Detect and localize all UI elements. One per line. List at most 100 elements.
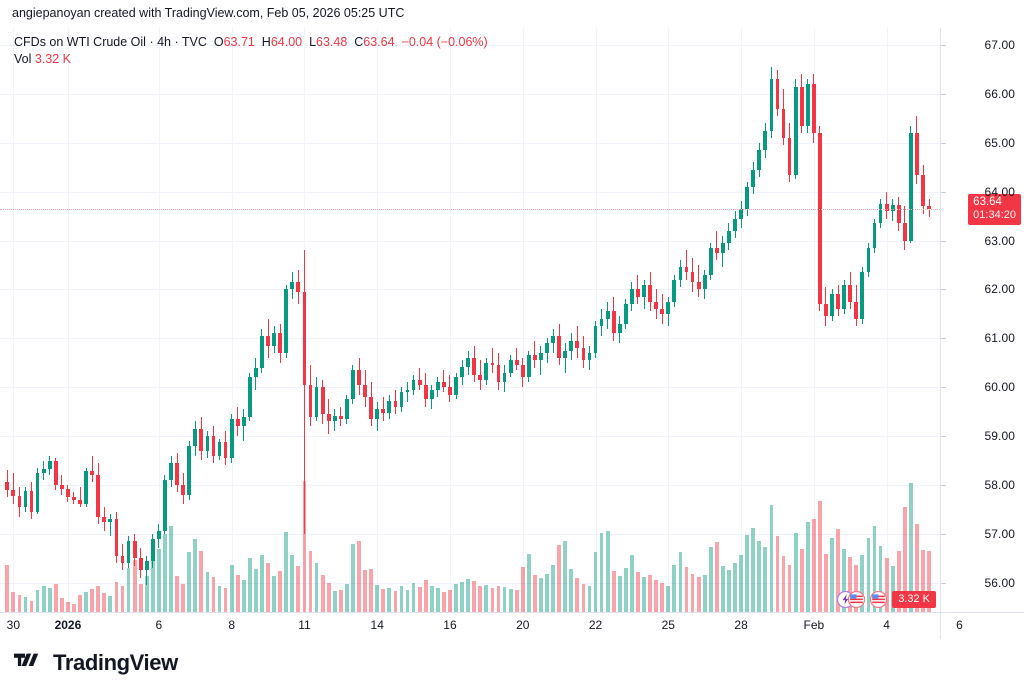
price-axis-tick — [941, 45, 946, 47]
candle-body — [909, 133, 913, 241]
volume-bar — [836, 528, 840, 612]
volume-bar — [909, 483, 913, 612]
legend-symbol[interactable]: CFDs on WTI Crude Oil — [14, 35, 146, 49]
volume-bar — [902, 507, 907, 612]
candle-body — [448, 387, 452, 395]
volume-bar — [466, 579, 471, 612]
candle-body — [23, 490, 28, 507]
candle-body — [921, 174, 925, 207]
volume-bar — [260, 554, 264, 612]
candle-body — [842, 284, 847, 309]
volume-bar — [102, 592, 107, 612]
volume-bar — [120, 586, 125, 612]
candle-wick — [540, 345, 542, 375]
candle-body — [684, 267, 689, 273]
candle-body — [860, 272, 865, 319]
candle-body — [41, 469, 46, 473]
price-axis-label: 64.00 — [984, 184, 1015, 199]
chart-badges[interactable]: 3.32 K — [837, 590, 936, 609]
time-axis-label: 6 — [155, 618, 163, 632]
volume-bar — [351, 543, 355, 612]
price-axis-tick — [941, 533, 946, 535]
candle-wick — [303, 250, 305, 534]
volume-bar — [393, 591, 398, 612]
candle-body — [460, 366, 464, 378]
volume-bar — [721, 566, 725, 612]
candle-body — [35, 472, 40, 512]
candle-body — [217, 441, 222, 456]
time-axis[interactable]: 30 2026 6 8 11 14 16 20 22 25 28 Feb 4 6 — [0, 612, 1024, 639]
candle-body — [769, 79, 774, 131]
volume-bar — [745, 535, 750, 612]
volume-bar — [636, 571, 640, 612]
legend-high-value: 64.00 — [270, 35, 303, 49]
gridline-vertical — [813, 28, 815, 612]
volume-bar — [769, 505, 774, 612]
candle-body — [496, 365, 501, 383]
candle-body — [199, 428, 204, 451]
volume-bar — [727, 570, 731, 612]
volume-bar — [890, 566, 895, 612]
candle-body — [53, 461, 58, 485]
candle-body — [569, 340, 574, 351]
price-axis-tick — [941, 191, 946, 193]
volume-bar — [545, 573, 549, 612]
volume-bar — [11, 591, 16, 612]
us-flag-icon-2[interactable] — [870, 590, 888, 609]
volume-bar — [5, 564, 10, 612]
volume-bar — [405, 590, 410, 612]
candle-body — [587, 352, 592, 361]
volume-bar — [708, 547, 713, 612]
candle-body — [211, 436, 216, 456]
volume-bar — [423, 580, 428, 612]
volume-bar — [824, 553, 828, 612]
candle-body — [478, 374, 483, 380]
legend-interval[interactable]: 4h — [157, 35, 171, 49]
candle-body — [78, 499, 82, 504]
volume-bar — [90, 589, 95, 612]
candle-body — [399, 392, 404, 407]
legend-sep-1: · — [145, 35, 158, 49]
candle-body — [90, 471, 95, 476]
time-axis-label: 20 — [516, 618, 530, 632]
legend-change: −0.04 (−0.06%) — [401, 35, 488, 49]
volume-bar — [830, 538, 834, 612]
volume-bar — [308, 550, 313, 612]
candle-body — [114, 519, 119, 556]
volume-bar — [35, 590, 40, 612]
candle-body — [672, 279, 677, 302]
volume-bar — [490, 588, 495, 612]
us-flag-icon-1[interactable] — [848, 590, 866, 609]
chart-plot-area[interactable]: CFDs on WTI Crude Oil · 4h · TVC O63.71 … — [0, 28, 940, 612]
time-axis-label: 8 — [228, 618, 235, 632]
lightning-flag-icon-pair[interactable] — [837, 590, 866, 609]
volume-bar — [435, 588, 440, 612]
volume-bar — [217, 586, 222, 612]
volume-bar — [520, 567, 525, 612]
gridline-vertical — [522, 28, 524, 612]
volume-bar — [763, 547, 768, 612]
candle-wick — [564, 343, 566, 373]
gridline-horizontal — [0, 387, 940, 389]
time-axis-label: 22 — [588, 618, 603, 632]
candle-wick — [491, 348, 493, 373]
volume-bar — [526, 553, 531, 612]
chart-legend[interactable]: CFDs on WTI Crude Oil · 4h · TVC O63.71 … — [14, 34, 488, 68]
candle-body — [320, 387, 325, 415]
volume-bar — [630, 555, 634, 612]
legend-low-key: L — [309, 35, 317, 49]
candle-wick — [109, 514, 111, 537]
gridline-horizontal — [0, 289, 940, 291]
price-axis[interactable]: 63.64 01:34:20 67.00 66.00 65.00 64.00 63.00… — [940, 28, 1024, 612]
volume-bar — [672, 564, 677, 612]
volume-bar — [411, 582, 416, 612]
candle-body — [520, 365, 525, 378]
price-axis-label: 57.00 — [984, 526, 1015, 541]
volume-bar — [775, 536, 780, 612]
price-axis-tick — [941, 338, 946, 340]
legend-low-value: 63.48 — [316, 35, 348, 49]
candle-body — [193, 428, 198, 446]
candle-body — [66, 488, 70, 498]
candle-body — [757, 150, 762, 170]
candle-body — [108, 519, 113, 522]
